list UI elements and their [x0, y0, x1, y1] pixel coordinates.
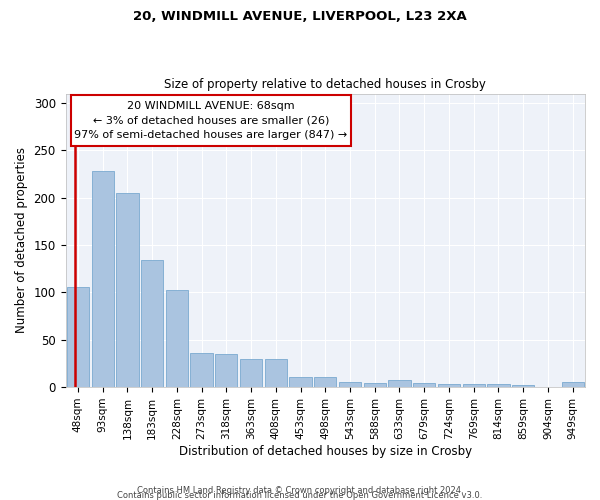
- Bar: [438, 384, 460, 387]
- Title: Size of property relative to detached houses in Crosby: Size of property relative to detached ho…: [164, 78, 486, 91]
- Bar: [364, 384, 386, 387]
- Text: 97% of semi-detached houses are larger (847) →: 97% of semi-detached houses are larger (…: [74, 130, 347, 140]
- Bar: [116, 193, 139, 387]
- Bar: [487, 384, 509, 387]
- X-axis label: Distribution of detached houses by size in Crosby: Distribution of detached houses by size …: [179, 444, 472, 458]
- Text: Contains HM Land Registry data © Crown copyright and database right 2024.: Contains HM Land Registry data © Crown c…: [137, 486, 463, 495]
- Bar: [562, 382, 584, 387]
- Bar: [67, 286, 89, 387]
- Bar: [289, 376, 311, 387]
- Bar: [463, 384, 485, 387]
- Bar: [314, 376, 337, 387]
- FancyBboxPatch shape: [71, 95, 351, 146]
- Bar: [190, 353, 213, 387]
- Bar: [240, 358, 262, 387]
- Bar: [166, 290, 188, 387]
- Text: ← 3% of detached houses are smaller (26): ← 3% of detached houses are smaller (26): [93, 116, 329, 126]
- Bar: [265, 358, 287, 387]
- Text: Contains public sector information licensed under the Open Government Licence v3: Contains public sector information licen…: [118, 490, 482, 500]
- Bar: [92, 171, 114, 387]
- Bar: [215, 354, 238, 387]
- Bar: [388, 380, 410, 387]
- Y-axis label: Number of detached properties: Number of detached properties: [15, 148, 28, 334]
- Bar: [413, 384, 436, 387]
- Bar: [141, 260, 163, 387]
- Bar: [339, 382, 361, 387]
- Text: 20 WINDMILL AVENUE: 68sqm: 20 WINDMILL AVENUE: 68sqm: [127, 102, 295, 112]
- Bar: [512, 385, 534, 387]
- Text: 20, WINDMILL AVENUE, LIVERPOOL, L23 2XA: 20, WINDMILL AVENUE, LIVERPOOL, L23 2XA: [133, 10, 467, 23]
